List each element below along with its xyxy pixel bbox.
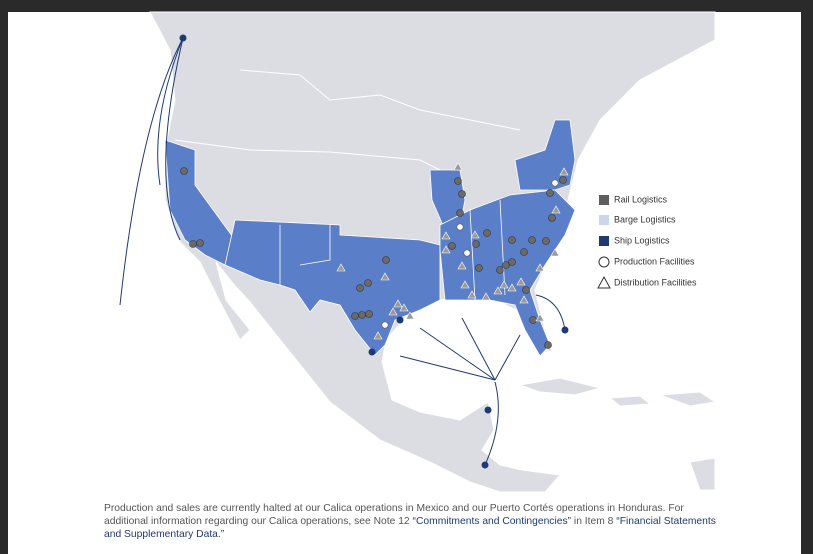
production-facility bbox=[382, 256, 390, 264]
distribution-facility bbox=[535, 263, 545, 272]
shipping-routes bbox=[119, 37, 566, 466]
production-facility bbox=[522, 286, 530, 294]
top-bar bbox=[0, 0, 813, 12]
caption-text: in Item 8 bbox=[571, 516, 617, 527]
production-facility bbox=[502, 261, 510, 269]
production-facility bbox=[458, 190, 466, 198]
caption-link: “Commitments and Contingencies” bbox=[412, 516, 572, 527]
barge-terminal bbox=[463, 249, 471, 257]
production-facility bbox=[351, 312, 359, 320]
route bbox=[484, 381, 499, 466]
distribution-facility bbox=[535, 313, 545, 322]
production-facility bbox=[542, 237, 550, 245]
distribution-facility bbox=[493, 286, 503, 295]
legend-label: Ship Logistics bbox=[614, 235, 670, 245]
production-facility bbox=[520, 248, 528, 256]
production-facility bbox=[358, 311, 366, 319]
route bbox=[461, 317, 496, 381]
ship-port bbox=[179, 34, 187, 42]
production-facility bbox=[196, 239, 204, 247]
ship-port bbox=[481, 461, 489, 469]
distribution-facility bbox=[550, 248, 560, 257]
production-facility bbox=[364, 279, 372, 287]
legend-label: Rail Logistics bbox=[614, 194, 668, 204]
route bbox=[157, 37, 184, 186]
distribution-facility bbox=[467, 290, 477, 299]
distribution-facility bbox=[388, 307, 398, 316]
ship-port bbox=[484, 406, 492, 414]
barge-terminal bbox=[381, 321, 389, 329]
distribution-facility bbox=[519, 295, 529, 304]
legend-label: Distribution Facilities bbox=[614, 277, 697, 287]
distribution-facility bbox=[393, 299, 403, 308]
legend-label: Barge Logistics bbox=[614, 214, 676, 224]
production-facility bbox=[559, 176, 567, 184]
distribution-facility bbox=[441, 245, 451, 254]
production-facility bbox=[448, 242, 456, 250]
production-facility bbox=[508, 258, 516, 266]
production-facility bbox=[529, 316, 537, 324]
highlighted-states bbox=[164, 119, 576, 357]
production-facility bbox=[472, 240, 480, 248]
caption-text: Production and sales are currently halte… bbox=[104, 503, 684, 527]
distribution-facility bbox=[399, 303, 409, 312]
legend-swatch bbox=[599, 215, 609, 225]
legend-swatch bbox=[599, 236, 609, 246]
production-facility bbox=[454, 177, 462, 185]
distribution-facility bbox=[481, 292, 491, 301]
route bbox=[419, 327, 496, 381]
distribution-facility bbox=[441, 231, 451, 240]
distribution-facility bbox=[507, 283, 517, 292]
production-facility bbox=[456, 209, 464, 217]
barge-terminal bbox=[456, 223, 464, 231]
production-facility bbox=[180, 167, 188, 175]
production-facility bbox=[356, 284, 364, 292]
route bbox=[119, 37, 184, 306]
distribution-facility bbox=[551, 205, 561, 214]
route bbox=[494, 334, 521, 381]
right-edge bbox=[801, 0, 813, 554]
distribution-facility bbox=[470, 230, 480, 239]
legend-swatch bbox=[598, 256, 610, 268]
distribution-facility bbox=[453, 162, 463, 171]
ship-port bbox=[368, 348, 376, 356]
production-facility bbox=[546, 189, 554, 197]
production-facility bbox=[365, 310, 373, 318]
left-edge bbox=[0, 0, 8, 554]
distribution-facility bbox=[380, 272, 390, 281]
legend-swatch bbox=[597, 275, 611, 289]
production-facility bbox=[544, 341, 552, 349]
production-facility bbox=[548, 214, 556, 222]
distribution-facility bbox=[405, 311, 415, 320]
distribution-facility bbox=[499, 280, 509, 289]
production-facility bbox=[528, 236, 536, 244]
production-facility bbox=[189, 240, 197, 248]
distribution-facility bbox=[336, 263, 346, 272]
production-facility bbox=[483, 229, 491, 237]
distribution-facility bbox=[559, 167, 569, 176]
route bbox=[535, 294, 566, 331]
production-facility bbox=[475, 264, 483, 272]
legend-label: Production Facilities bbox=[614, 256, 695, 266]
legend-swatch bbox=[599, 195, 609, 205]
production-facility bbox=[508, 236, 516, 244]
ship-port bbox=[396, 316, 404, 324]
legend: Rail Logistics Barge Logistics Ship Logi… bbox=[597, 194, 697, 289]
caption-link: “Financial Statements and Supplementary … bbox=[104, 516, 716, 540]
facilities bbox=[179, 34, 569, 469]
caption: Production and sales are currently halte… bbox=[104, 502, 724, 541]
route bbox=[165, 37, 184, 241]
distribution-facility bbox=[460, 280, 470, 289]
distribution-facility bbox=[516, 277, 526, 286]
distribution-facility bbox=[457, 261, 467, 270]
route bbox=[399, 355, 496, 381]
production-facility bbox=[496, 266, 504, 274]
distribution-facility bbox=[373, 331, 383, 340]
ship-port bbox=[561, 326, 569, 334]
barge-terminal bbox=[551, 179, 559, 187]
